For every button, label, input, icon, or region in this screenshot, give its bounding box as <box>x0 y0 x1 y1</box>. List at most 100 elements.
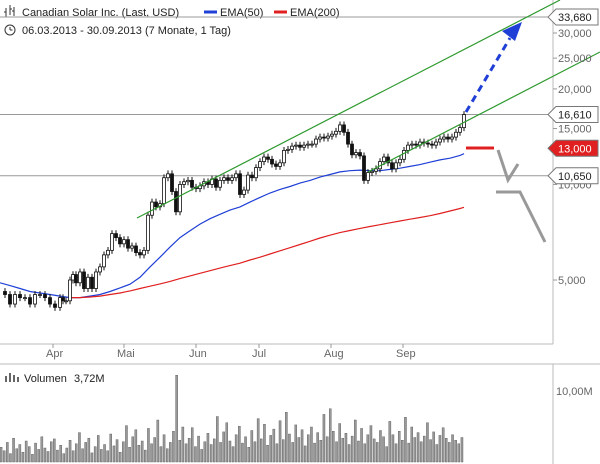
candle-body <box>318 136 322 140</box>
volume-bar <box>441 427 445 463</box>
volume-bar <box>184 443 188 463</box>
volume-bar <box>347 444 351 463</box>
volume-bar <box>68 440 72 463</box>
candle-body <box>94 271 98 289</box>
candle-body <box>338 124 342 132</box>
volume-bar <box>231 446 235 463</box>
candle-body <box>458 127 462 133</box>
volume-bar <box>128 447 131 463</box>
volume-bar <box>457 443 461 463</box>
volume-bar <box>103 444 106 463</box>
candle-body <box>374 168 378 172</box>
y-tick-label: 30,000 <box>558 28 592 40</box>
volume-bar <box>156 419 160 463</box>
candle-body <box>214 178 218 188</box>
candle-body <box>230 177 234 181</box>
candle-body <box>178 184 182 213</box>
volume-bar <box>109 433 112 463</box>
volume-bar <box>12 438 15 463</box>
candle-body <box>71 274 75 281</box>
volume-bar <box>369 425 373 463</box>
candle-body <box>82 271 86 289</box>
candle-body <box>190 179 194 188</box>
y-tick-label: 20,000 <box>558 84 592 96</box>
candle-body <box>262 156 266 163</box>
projection-arrow-head <box>502 22 522 41</box>
candle-body <box>118 237 122 245</box>
candle-body <box>186 179 190 183</box>
candle-body <box>106 249 110 256</box>
volume-bar <box>87 438 91 463</box>
candle-body <box>254 167 258 179</box>
candle-body <box>286 148 290 151</box>
annotations <box>136 0 600 243</box>
volume-bar <box>150 443 153 463</box>
candle-body <box>78 271 82 284</box>
volume-bar <box>432 431 435 463</box>
volume-bar <box>169 442 172 463</box>
chart-type-icon <box>4 5 15 17</box>
candle-body <box>38 294 42 296</box>
candle-body <box>23 297 27 300</box>
volume-bar <box>24 440 28 463</box>
volume-bar <box>391 434 395 463</box>
candle-body <box>246 174 250 191</box>
volume-bar <box>372 438 376 463</box>
scenario-lines <box>496 149 547 243</box>
volume-bar <box>416 432 420 463</box>
label-box-text: 16,610 <box>558 109 592 121</box>
x-tick-label: Jun <box>189 348 207 360</box>
candle-body <box>114 233 118 239</box>
candle-body <box>330 133 334 137</box>
volume-bar <box>159 446 163 463</box>
volume-bar <box>28 446 31 463</box>
candle-body <box>218 179 222 188</box>
volume-bar <box>357 440 360 463</box>
volume-bar <box>344 433 348 463</box>
candle-body <box>122 239 126 245</box>
volume-bar <box>398 431 401 463</box>
candle-body <box>298 144 302 148</box>
volume-bar <box>197 435 200 463</box>
candle-body <box>142 249 146 256</box>
volume-bar <box>18 444 22 463</box>
candle-body <box>162 177 166 205</box>
candle-body <box>290 145 294 150</box>
candle-body <box>462 114 466 129</box>
candle-body <box>430 143 434 146</box>
volume-bar <box>31 454 34 463</box>
volume-bar <box>194 446 197 463</box>
volume-bar <box>118 452 122 463</box>
volume-bar <box>401 440 404 463</box>
candle-body <box>434 141 438 146</box>
volume-bar <box>429 439 432 463</box>
volume-bar <box>313 442 316 463</box>
candle-body <box>274 163 278 167</box>
scenario-drop <box>496 190 547 243</box>
candle-body <box>234 173 238 179</box>
trend-channel-lower <box>367 51 600 173</box>
volume-bar <box>206 433 210 463</box>
candle-body <box>64 300 68 303</box>
candle-body <box>438 138 442 143</box>
volume-bars <box>0 375 464 463</box>
volume-bar <box>112 445 116 463</box>
y-tick-label: 25,000 <box>558 53 592 65</box>
candle-body <box>354 152 358 156</box>
volume-bar <box>294 424 298 463</box>
candle-body <box>322 136 326 139</box>
candle-body <box>166 173 170 179</box>
candle-body <box>130 245 134 249</box>
candle-body <box>442 136 446 140</box>
volume-bar <box>350 435 354 463</box>
candle-body <box>154 201 158 208</box>
label-box-10650: 10,650 <box>547 167 599 185</box>
candle-body <box>310 143 314 146</box>
label-box-16610: 16,610 <box>547 105 599 123</box>
x-tick-label: Jul <box>252 348 266 360</box>
candle-body <box>33 294 37 305</box>
volume-bar <box>81 448 84 463</box>
candle-body <box>358 152 362 157</box>
price-plot <box>0 16 557 348</box>
y-tick-label: 15,000 <box>558 124 592 136</box>
